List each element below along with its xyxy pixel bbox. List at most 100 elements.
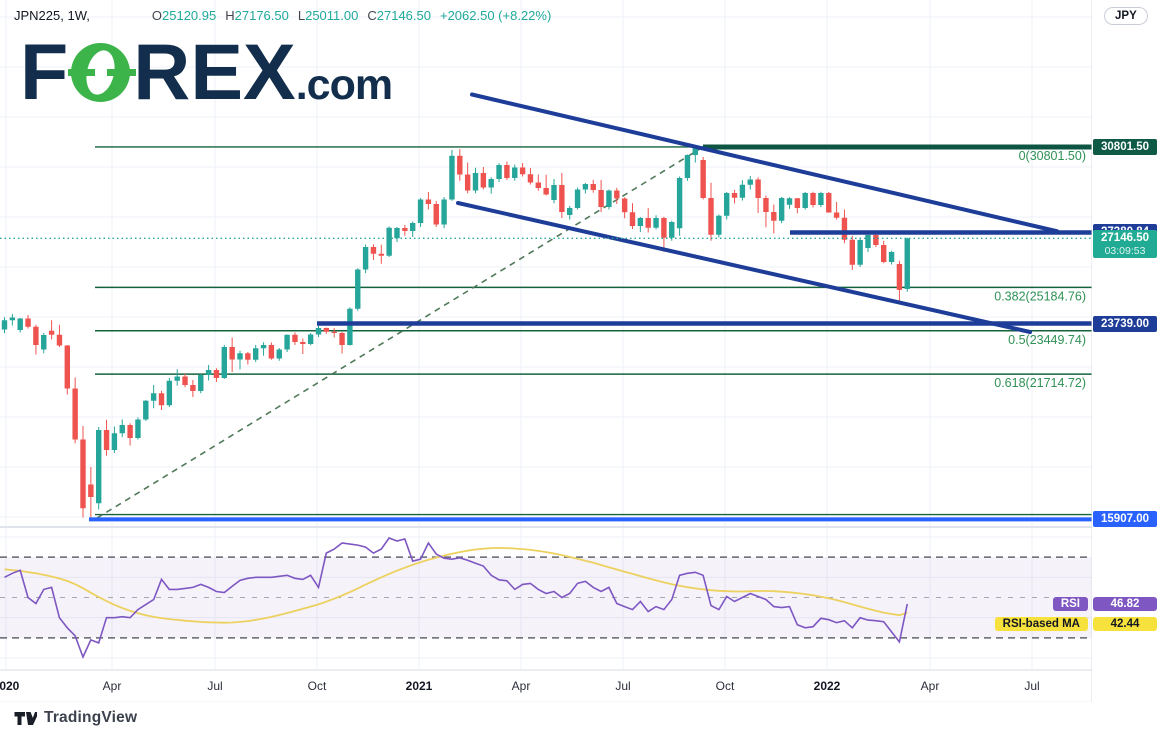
candle-body [472,173,479,191]
candle-body [331,331,337,333]
forex-watermark-logo: F REX .com [20,27,393,116]
candle-body [417,199,424,223]
rsi-label: RSI [1052,597,1088,611]
candle-body [519,167,526,175]
candle-body [629,212,636,226]
rsi-ma-label: RSI-based MA [994,617,1088,631]
candle-body [676,178,683,229]
candle-body [268,345,275,359]
candle-body [402,228,408,231]
trendline[interactable] [470,92,1059,234]
dashed-trendline[interactable] [96,146,704,519]
time-tick-label: Jul [207,679,222,693]
candle-body [590,184,596,190]
candle-body [896,264,903,290]
candle-body [606,190,612,207]
candle-body [158,393,165,406]
candle-body [119,425,125,434]
candle-body [621,198,628,213]
candle-body [205,370,212,375]
candle-body [716,215,722,235]
time-tick-label: Apr [512,679,531,693]
candle-body [143,400,149,420]
ohlc-item: C27146.50 [367,8,431,23]
candle-body [731,193,738,198]
candle-body [755,179,761,198]
candle-body [724,193,730,216]
candle-body [904,238,910,289]
candle-body [464,174,471,191]
candle-body [818,193,824,205]
candle-body [355,269,361,309]
candle-body [457,155,463,175]
candle-body [527,174,534,183]
fib-level-label: 0.5(23449.74) [1008,333,1086,347]
currency-badge-jpy: JPY [1104,7,1148,25]
candle-body [347,308,353,345]
candle-body [80,439,86,509]
candle-body [739,184,746,198]
tradingview-logo-icon [14,711,37,725]
candle-body [72,388,78,440]
symbol-title[interactable]: JPN225, 1W, [14,8,90,23]
ohlc-item: O25120.95 [151,8,217,23]
candle-body [661,218,667,238]
candle-body [786,198,793,205]
symbol-info-bar: JPN225, 1W, O25120.95 H27176.50 L25011.00 C… [14,8,560,24]
ohlc-readout: O25120.95 H27176.50 L25011.00 C27146.50 +206… [152,8,560,23]
candle-body [888,252,895,262]
candle-body [96,430,102,504]
trendline[interactable] [456,201,1032,334]
candle-body [221,347,227,378]
candle-body [653,218,659,228]
candle-body [669,222,675,238]
fib-level-label: 0.382(25184.76) [994,289,1086,303]
candle-body [778,198,785,221]
candle-body [339,333,345,345]
rsi-ma-line [4,546,908,624]
time-tick-label: 2022 [814,679,841,693]
price-axis[interactable]: 30801.5027380.8427146.5003:09:5323739.00… [1092,0,1172,702]
candle-body [174,376,180,381]
candle-body [504,165,510,178]
candle-body [833,212,840,218]
candle-body [386,227,392,256]
candle-body [323,328,330,332]
candle-body [598,190,604,207]
candle-body [307,334,314,344]
time-tick-label: 2020 [0,679,20,693]
candle-body [245,353,251,360]
ohlc-item: H27176.50 [225,8,289,23]
forex-logo-com: .com [295,61,393,109]
candle-body [33,326,39,345]
candle-body [614,190,620,199]
candle-body [284,334,290,350]
candle-body [567,208,573,215]
candle-body [433,204,439,225]
candle-body [708,198,714,235]
candle-body [111,433,118,450]
candle-body [700,160,706,198]
price-badge-23739.00: 23739.00 [1093,316,1157,332]
forex-logo-rex: REX [133,27,296,116]
time-tick-label: Apr [921,679,940,693]
candle-body [135,419,141,438]
time-tick-label: Apr [103,679,122,693]
candle-body [810,193,816,205]
candle-body [841,217,848,240]
time-tick-label: Oct [716,679,735,693]
candle-body [315,328,322,335]
ohlc-item: L25011.00 [297,8,359,23]
time-tick-label: 2021 [406,679,433,693]
candle-body [692,148,698,155]
time-tick-label: Oct [308,679,327,693]
candle-body [198,375,204,391]
ohlc-item: +2062.50 (+8.22%) [439,8,552,23]
candle-body [645,218,651,228]
candle-body [449,155,455,200]
candle-body [103,430,110,450]
tradingview-link[interactable]: TradingView [14,709,137,727]
candle-body [574,189,581,208]
